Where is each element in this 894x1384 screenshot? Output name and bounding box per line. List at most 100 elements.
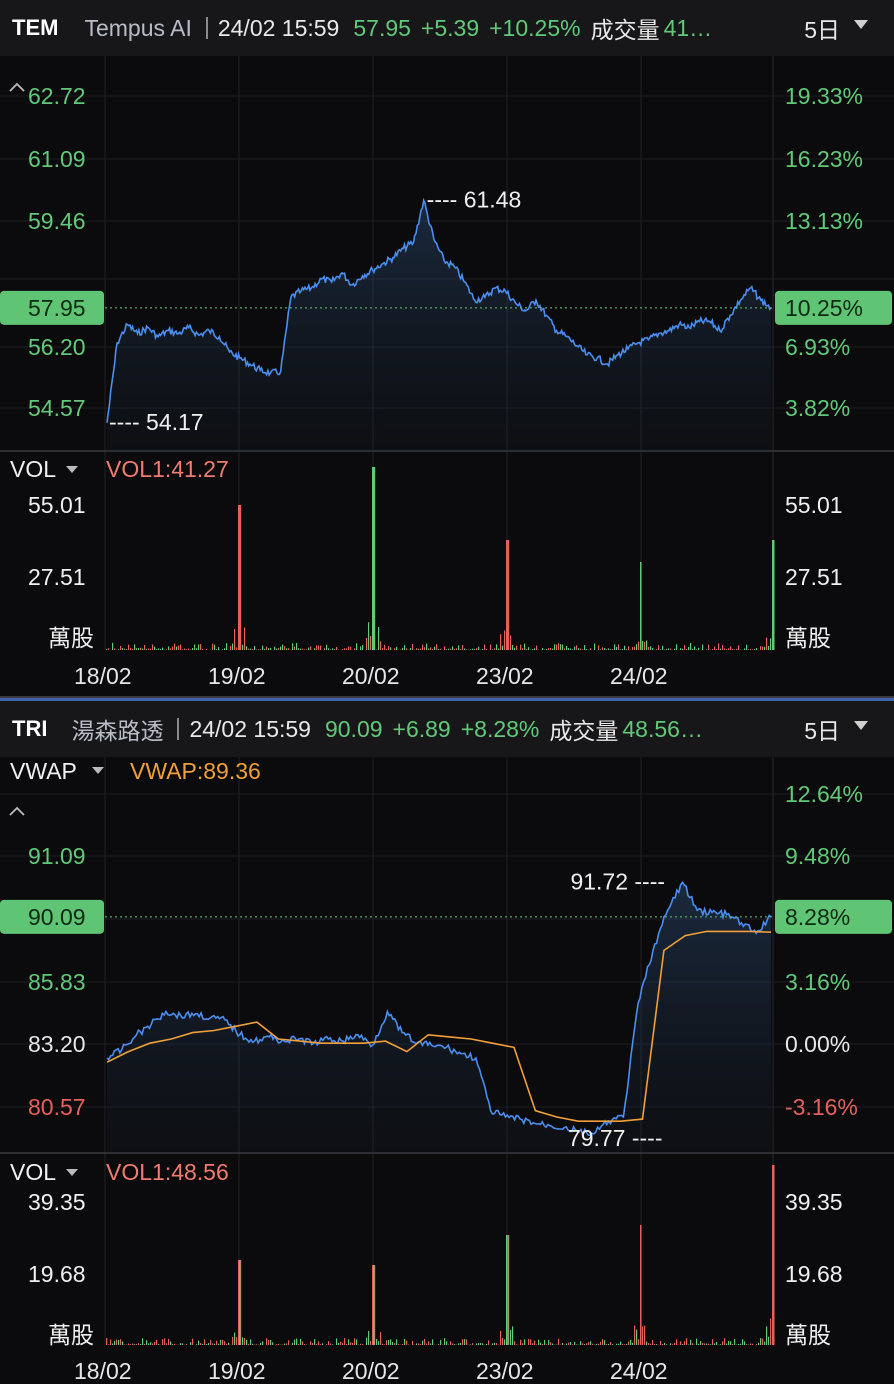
volume-bar	[208, 1343, 210, 1345]
volume-bar	[618, 1343, 620, 1345]
volume-bar	[608, 648, 610, 650]
volume-bar	[354, 1338, 356, 1345]
volume-bar	[254, 646, 256, 650]
volume-bar	[390, 1339, 392, 1345]
volume-bar	[222, 649, 224, 650]
tem-change: +5.39	[420, 14, 480, 41]
volume-bar	[216, 649, 218, 650]
volume-bar	[674, 648, 676, 650]
volume-bar	[680, 648, 682, 650]
volume-bar	[690, 1339, 692, 1345]
volume-bar	[342, 1343, 344, 1345]
volume-bar	[340, 1341, 342, 1345]
volume-bar	[772, 1165, 774, 1345]
volume-bar	[654, 1343, 656, 1345]
volume-bar	[642, 1326, 644, 1345]
volume-bar	[570, 648, 572, 650]
volume-bar	[618, 644, 620, 650]
volume-bar	[244, 627, 246, 650]
volume-bar	[598, 1343, 600, 1345]
volume-bar	[772, 540, 774, 650]
volume-bar	[606, 649, 608, 650]
volume-bar	[404, 645, 406, 650]
volume-bar	[294, 646, 296, 650]
x-axis-date-label: 18/02	[74, 1358, 132, 1384]
volume-bar	[190, 649, 192, 650]
chevron-down-icon[interactable]	[854, 721, 868, 730]
last-pct-tag-bg	[775, 290, 892, 325]
volume-bar	[650, 1343, 652, 1345]
volume-bar	[490, 644, 492, 650]
volume-bar	[170, 648, 172, 650]
volume-bar	[712, 1339, 714, 1345]
volume-bar	[716, 648, 718, 650]
tri-header[interactable]: TRI 湯森路透 24/02 15:59 90.09 +6.89 +8.28% …	[0, 701, 894, 757]
volume-bar	[480, 1343, 482, 1345]
price-tick-label: 62.72	[28, 83, 86, 109]
volume-bar	[450, 648, 452, 650]
volume-bar	[510, 635, 512, 650]
volume-bar	[380, 1332, 382, 1345]
volume-bar	[534, 648, 536, 650]
volume-bar	[496, 644, 498, 650]
chevron-down-icon[interactable]	[854, 20, 868, 29]
volume-bar	[302, 1341, 304, 1345]
volume-bar	[134, 1344, 136, 1345]
volume-bar	[438, 648, 440, 650]
volume-bar	[310, 1341, 312, 1345]
volume-bar	[470, 649, 472, 650]
volume-bar	[466, 1339, 468, 1345]
tem-period-selector[interactable]: 5日	[804, 17, 840, 43]
volume-bar	[666, 648, 668, 650]
volume-bar	[130, 1344, 132, 1345]
volume-bar	[318, 645, 320, 650]
volume-bar	[284, 1343, 286, 1345]
volume-bar	[370, 635, 372, 650]
volume-bar	[342, 649, 344, 650]
volume-bar	[430, 647, 432, 650]
volume-bar	[236, 1337, 238, 1345]
tem-header[interactable]: TEM Tempus AI 24/02 15:59 57.95 +5.39 +1…	[0, 0, 894, 56]
volume-bar	[170, 1341, 172, 1345]
tri-period-selector[interactable]: 5日	[804, 718, 840, 744]
volume-bar	[182, 649, 184, 650]
volume-bar	[378, 627, 380, 650]
volume-bar	[302, 648, 304, 650]
x-axis-date-label: 20/02	[342, 1358, 400, 1384]
volume-bar	[768, 646, 770, 650]
volume-bar	[310, 646, 312, 650]
volume-bar	[172, 646, 174, 650]
volume-bar	[338, 1342, 340, 1345]
volume-bar	[336, 647, 338, 650]
volume-bar	[190, 1342, 192, 1345]
volume-bar	[602, 647, 604, 650]
x-axis-date-label: 24/02	[610, 663, 668, 689]
volume-bar	[544, 1340, 546, 1345]
volume-bar	[542, 648, 544, 650]
tri-chart[interactable]: 91.0988.4685.8383.2080.5712.64%9.48%6.32…	[0, 757, 894, 1384]
volume-bar	[250, 648, 252, 650]
volume-bar	[502, 645, 504, 650]
volume-bar	[266, 646, 268, 650]
volume-bar	[458, 1343, 460, 1345]
volume-bar	[318, 1341, 320, 1345]
volume-bar	[578, 648, 580, 650]
volume-bar	[756, 1344, 758, 1345]
volume-bar	[398, 1344, 400, 1345]
volume-bar	[230, 645, 232, 650]
volume-bar	[670, 1343, 672, 1345]
volume-bar	[330, 649, 332, 650]
tem-chart[interactable]: 62.72 61.09 59.46 56.20 54.57 19.33% 16.23% 13.…	[0, 56, 894, 698]
volume-bar	[616, 1343, 618, 1345]
volume-spike-bar	[640, 1225, 642, 1345]
volume-bar	[768, 1336, 770, 1345]
volume-bar	[184, 648, 186, 650]
volume-bar	[614, 644, 616, 650]
volume-bar	[402, 647, 404, 650]
volume-bar	[446, 1341, 448, 1345]
volume-bar	[532, 648, 534, 650]
volume-bar	[562, 644, 564, 650]
volume-bar	[334, 649, 336, 650]
volume-bar	[242, 1337, 244, 1345]
volume-bar	[356, 1339, 358, 1345]
